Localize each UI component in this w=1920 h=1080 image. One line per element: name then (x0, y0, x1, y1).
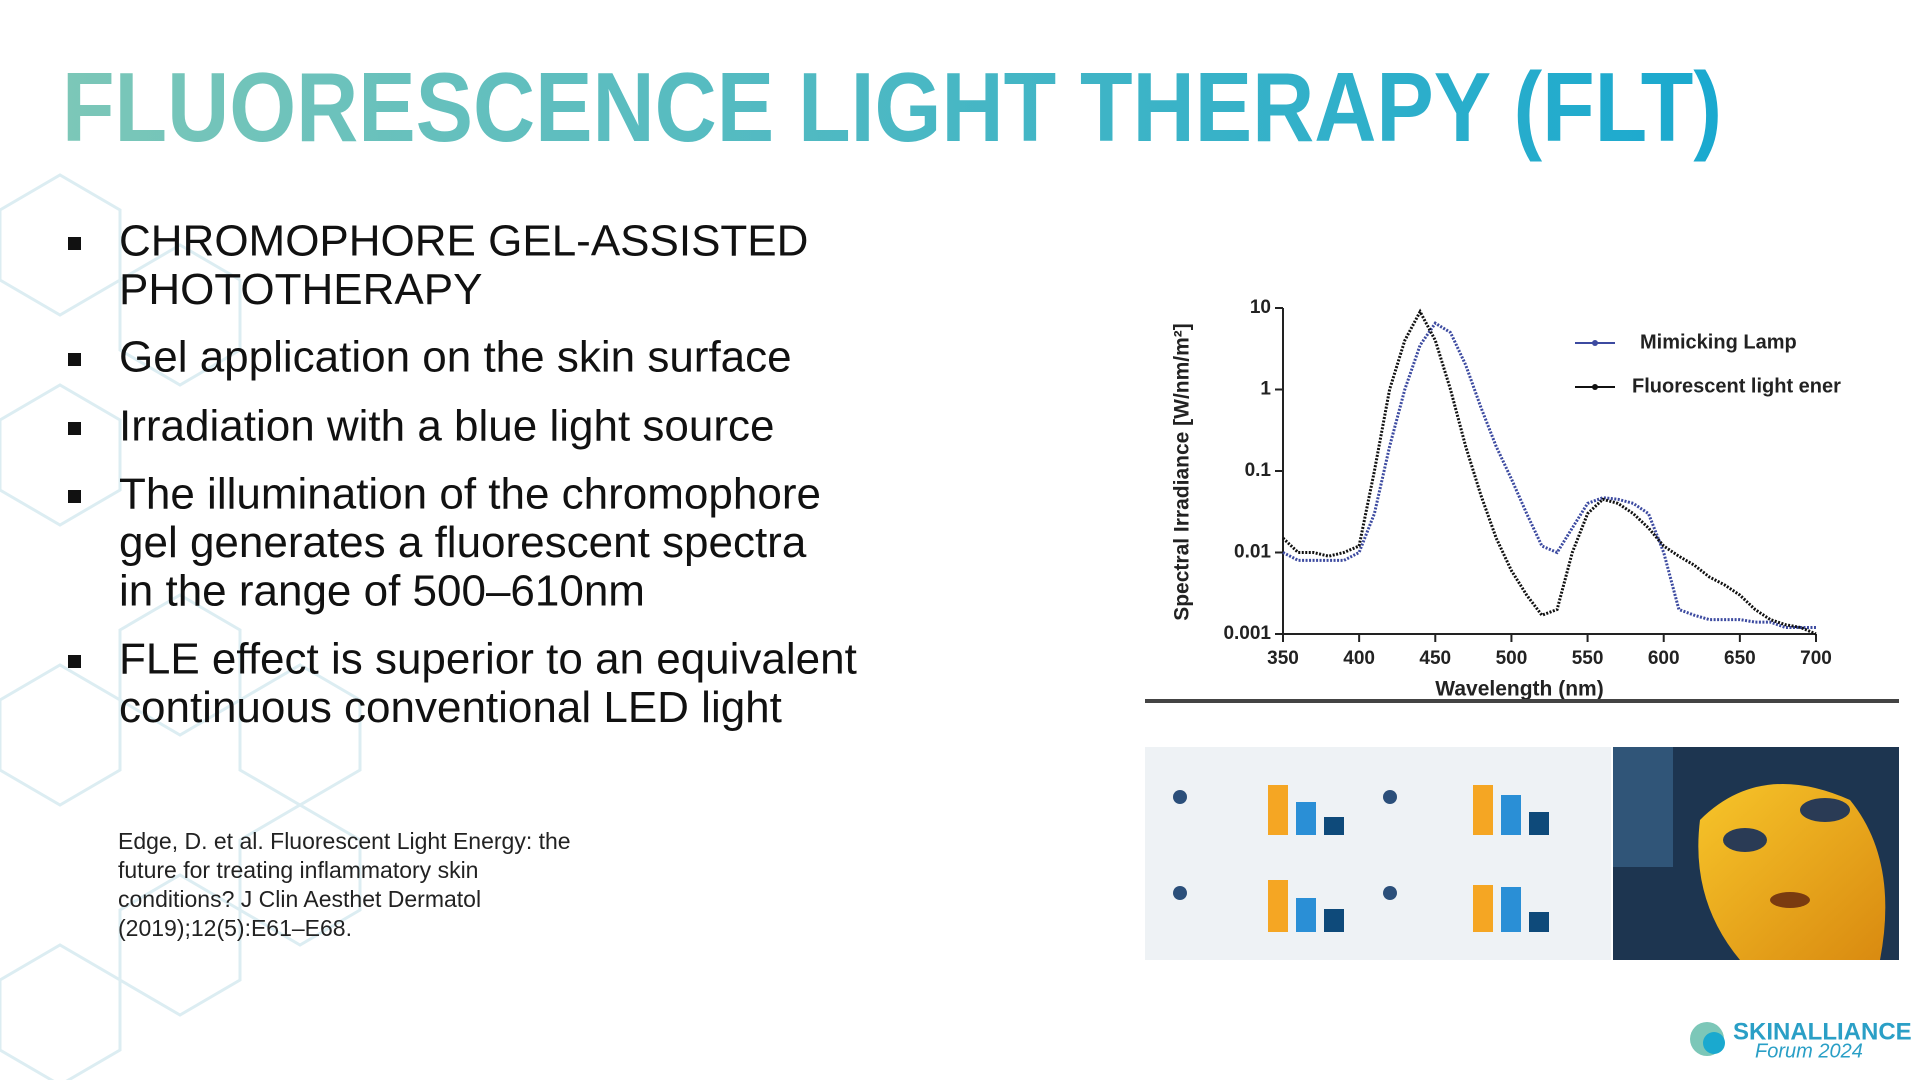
x-tick-label: 350 (1267, 648, 1299, 669)
logo-name: SKINALLIANCE (1733, 1018, 1912, 1045)
bullet-text: The illumination of the chromophore (119, 470, 821, 519)
x-tick-label: 700 (1800, 648, 1832, 669)
bullet-text: FLE effect is superior to an equivalent (119, 635, 857, 684)
bullet-text: PHOTOTHERAPY (119, 265, 482, 314)
bar-chart-figure (1145, 747, 1611, 960)
bullet-marker (68, 422, 81, 435)
bullet-text: Irradiation with a blue light source (119, 402, 774, 451)
x-tick-label: 550 (1572, 648, 1604, 669)
y-tick-label: 0.001 (1223, 623, 1271, 644)
legend-marker (1592, 384, 1598, 390)
bullet-text: continuous conventional LED light (119, 683, 782, 732)
bullet-marker (68, 237, 81, 250)
citation-line: conditions? J Clin Aesthet Dermatol (118, 886, 481, 912)
y-tick-label: 0.1 (1245, 460, 1272, 481)
background-hexagons (0, 173, 362, 1080)
citation-line: (2019);12(5):E61–E68. (118, 915, 352, 941)
citation-line: future for treating inflammatory skin (118, 857, 478, 883)
x-tick-label: 400 (1343, 648, 1375, 669)
slide-title: FLUORESCENCE LIGHT THERAPY (FLT) (62, 52, 1722, 162)
x-tick-label: 600 (1648, 648, 1680, 669)
y-tick-label: 0.01 (1234, 542, 1271, 563)
bullet-text: gel generates a fluorescent spectra (119, 518, 807, 567)
x-axis-label: Wavelength (nm) (1435, 678, 1603, 701)
x-tick-label: 450 (1419, 648, 1451, 669)
bullet-marker (68, 490, 81, 503)
series-line (1282, 321, 1816, 629)
bullet-marker (68, 353, 81, 366)
y-tick-label: 1 (1260, 379, 1271, 400)
legend-marker (1592, 340, 1598, 346)
bullet-text: in the range of 500–610nm (119, 567, 645, 616)
citation: Edge, D. et al. Fluorescent Light Energy… (118, 828, 571, 941)
face-mask-photo (1613, 747, 1899, 960)
spectrum-chart: 10 1 0.1 0.01 0.001 350 400 450 500 550 600 650 700 W… (1171, 297, 1842, 701)
x-tick-label: 500 (1496, 648, 1528, 669)
y-axis-label: Spectral Irradiance [W/nm/m²] (1171, 323, 1194, 621)
bullet-text: Gel application on the skin surface (119, 333, 792, 382)
legend-label: Mimicking Lamp (1640, 331, 1797, 353)
legend-label: Fluorescent light ener (1632, 375, 1841, 397)
x-tick-label: 650 (1724, 648, 1756, 669)
logo: SKINALLIANCE Forum 2024 (1690, 1018, 1912, 1062)
bullet-marker (68, 655, 81, 668)
bullet-text: CHROMOPHORE GEL-ASSISTED (119, 217, 808, 266)
citation-line: Edge, D. et al. Fluorescent Light Energy… (118, 828, 571, 854)
y-tick-label: 10 (1250, 297, 1271, 318)
series-line (1281, 308, 1817, 636)
logo-event: Forum 2024 (1755, 1040, 1863, 1062)
